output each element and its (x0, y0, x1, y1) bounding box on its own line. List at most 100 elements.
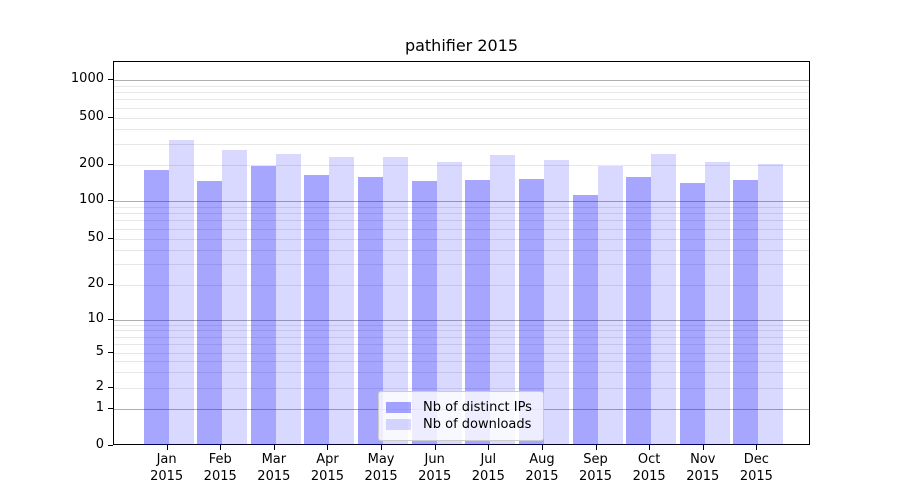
y-tick-label: 1000 (70, 71, 104, 86)
x-tick-mark (702, 445, 704, 450)
gridline-minor (114, 249, 809, 251)
bar-downloads (222, 149, 248, 446)
gridline-minor (114, 213, 809, 215)
x-tick-mark (756, 445, 758, 450)
legend-swatch-distinct-ips (386, 402, 411, 413)
y-tick-mark (108, 351, 113, 353)
bar-downloads (543, 159, 569, 446)
x-tick-label: Sep 2015 (578, 452, 613, 484)
gridline-minor (114, 220, 809, 222)
y-tick-label: 1 (95, 399, 104, 415)
gridline-minor (114, 206, 809, 208)
bar-downloads (651, 153, 677, 446)
gridline-minor (114, 107, 809, 109)
y-tick-mark (108, 116, 113, 118)
gridline-major (114, 320, 809, 321)
gridline-minor (114, 264, 809, 266)
x-tick-mark (541, 445, 543, 450)
x-tick-label: Dec 2015 (739, 452, 773, 484)
bar-distinct-ips (250, 166, 276, 446)
gridline-minor (114, 330, 809, 332)
y-tick-mark (108, 79, 113, 80)
x-tick-label: Jul 2015 (471, 452, 505, 484)
legend: Nb of distinct IPs Nb of downloads (378, 391, 544, 441)
x-tick-label: Mar 2015 (257, 452, 291, 484)
bar-distinct-ips (626, 176, 652, 446)
bar-downloads (758, 163, 784, 446)
x-tick-label: Aug 2015 (525, 452, 559, 484)
x-tick-label: Jan 2015 (150, 452, 184, 484)
x-tick-mark (220, 445, 222, 450)
gridline-minor (114, 85, 809, 87)
y-tick-mark (108, 319, 113, 320)
y-tick-label: 20 (87, 276, 104, 291)
bar-distinct-ips (197, 180, 223, 446)
legend-row-downloads: Nb of downloads (386, 417, 535, 432)
gridline-minor (114, 238, 809, 240)
bar-distinct-ips (143, 170, 169, 446)
x-tick-label: Oct 2015 (632, 452, 666, 484)
x-tick-label: Feb 2015 (203, 452, 237, 484)
x-tick-label: May 2015 (364, 452, 398, 484)
legend-label-downloads: Nb of downloads (423, 417, 532, 432)
x-tick-label: Apr 2015 (310, 452, 344, 484)
x-tick-mark (649, 445, 651, 450)
gridline-minor (114, 228, 809, 230)
gridline-minor (114, 117, 809, 119)
x-tick-mark (434, 445, 436, 450)
gridline-minor (114, 336, 809, 338)
y-tick-mark (108, 444, 113, 446)
x-tick-mark (166, 445, 168, 450)
y-tick-mark (108, 387, 113, 388)
gridline-minor (114, 352, 809, 354)
gridline-minor (114, 165, 809, 166)
y-tick-label: 500 (79, 108, 104, 124)
y-tick-mark (108, 200, 113, 201)
bar-downloads (275, 154, 301, 446)
gridline-minor (114, 372, 809, 374)
legend-label-distinct-ips: Nb of distinct IPs (423, 400, 532, 415)
y-tick-label: 5 (95, 343, 104, 359)
gridline-minor (114, 143, 809, 145)
x-tick-mark (595, 445, 597, 450)
gridline-minor (114, 343, 809, 345)
bar-distinct-ips (679, 183, 705, 446)
gridline-minor (114, 129, 809, 131)
y-tick-label: 100 (79, 192, 104, 207)
x-tick-mark (488, 445, 490, 450)
gridline-major (114, 80, 809, 81)
bar-downloads (329, 157, 355, 446)
x-tick-label: Nov 2015 (686, 452, 720, 484)
bar-downloads (597, 165, 623, 446)
gridline-minor (114, 92, 809, 94)
x-tick-label: Jun 2015 (418, 452, 452, 484)
y-tick-mark (108, 284, 113, 285)
legend-row-distinct-ips: Nb of distinct IPs (386, 400, 535, 415)
gridline-minor (114, 99, 809, 101)
y-tick-label: 50 (87, 229, 104, 245)
x-tick-mark (327, 445, 329, 450)
chart-title: pathifier 2015 (404, 36, 519, 55)
y-tick-label: 200 (79, 156, 104, 171)
y-tick-label: 2 (95, 379, 104, 394)
gridline-major (114, 201, 809, 202)
bar-downloads (704, 162, 730, 446)
y-tick-mark (108, 407, 113, 409)
plot-area (113, 61, 810, 446)
x-tick-mark (381, 445, 383, 450)
gridline-minor (114, 388, 809, 389)
y-tick-label: 0 (95, 436, 104, 452)
y-tick-label: 10 (87, 311, 104, 326)
gridline-minor (114, 285, 809, 286)
legend-swatch-downloads (386, 419, 411, 430)
y-tick-mark (108, 237, 113, 239)
gridline-minor (114, 361, 809, 363)
bar-distinct-ips (572, 195, 598, 446)
bar-distinct-ips (304, 175, 330, 446)
gridline-minor (114, 324, 809, 326)
bar-downloads (168, 139, 194, 446)
y-tick-mark (108, 164, 113, 165)
bar-distinct-ips (733, 179, 759, 446)
x-tick-mark (273, 445, 275, 450)
